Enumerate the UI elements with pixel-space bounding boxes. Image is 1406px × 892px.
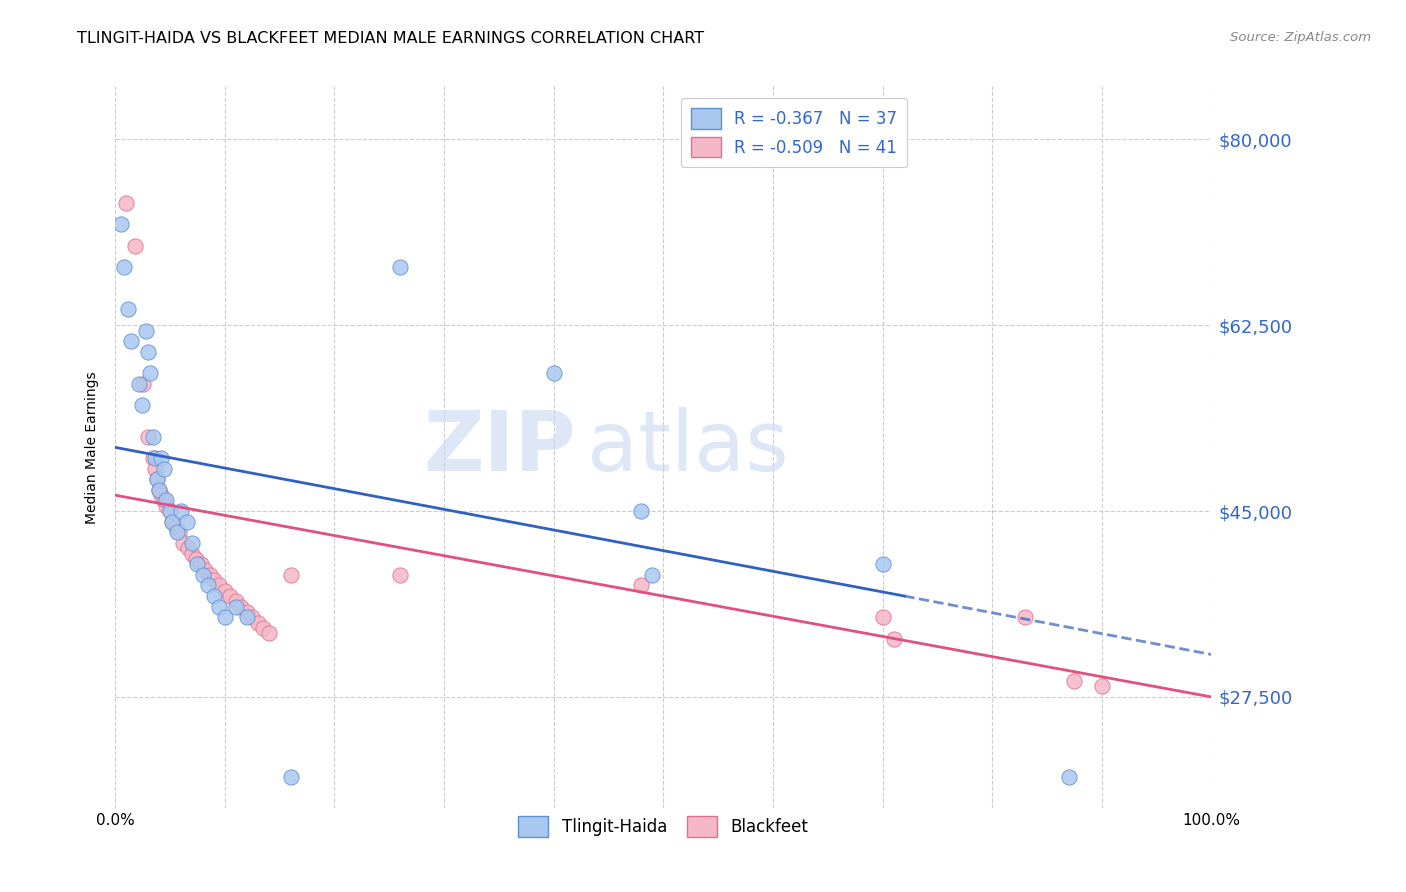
Point <box>112 260 135 274</box>
Point <box>146 472 169 486</box>
Point <box>280 567 302 582</box>
Point <box>198 567 221 582</box>
Point <box>115 196 138 211</box>
Point <box>191 567 214 582</box>
Point <box>214 610 236 624</box>
Point <box>165 520 187 534</box>
Point <box>280 770 302 784</box>
Point <box>155 493 177 508</box>
Point <box>236 605 259 619</box>
Point <box>172 536 194 550</box>
Point <box>389 567 412 582</box>
Text: TLINGIT-HAIDA VS BLACKFEET MEDIAN MALE EARNINGS CORRELATION CHART: TLINGIT-HAIDA VS BLACKFEET MEDIAN MALE E… <box>77 31 704 46</box>
Point <box>136 430 159 444</box>
Point <box>208 578 231 592</box>
Point <box>131 376 153 391</box>
Point <box>176 515 198 529</box>
Point <box>162 515 184 529</box>
Point <box>176 541 198 556</box>
Point <box>120 334 142 349</box>
Point <box>1014 610 1036 624</box>
Point <box>135 324 157 338</box>
Point <box>257 626 280 640</box>
Point <box>225 599 247 614</box>
Point <box>194 562 217 576</box>
Point <box>202 589 225 603</box>
Point <box>190 558 212 572</box>
Point <box>143 461 166 475</box>
Point <box>208 599 231 614</box>
Text: ZIP: ZIP <box>423 407 575 488</box>
Point <box>148 483 170 497</box>
Point <box>141 450 163 465</box>
Point <box>152 461 174 475</box>
Point <box>117 302 139 317</box>
Point <box>124 238 146 252</box>
Point <box>389 260 412 274</box>
Point <box>252 621 274 635</box>
Point <box>150 488 173 502</box>
Y-axis label: Median Male Earnings: Median Male Earnings <box>86 371 100 524</box>
Point <box>872 610 894 624</box>
Point <box>246 615 269 630</box>
Point <box>166 525 188 540</box>
Point <box>159 504 181 518</box>
Point <box>162 515 184 529</box>
Point <box>155 499 177 513</box>
Text: atlas: atlas <box>586 407 789 488</box>
Point <box>630 504 652 518</box>
Point <box>641 567 664 582</box>
Text: Source: ZipAtlas.com: Source: ZipAtlas.com <box>1230 31 1371 45</box>
Point <box>146 472 169 486</box>
Point <box>141 430 163 444</box>
Point <box>882 632 904 646</box>
Point <box>128 376 150 391</box>
Point <box>240 610 263 624</box>
Point <box>131 398 153 412</box>
Point <box>1063 673 1085 688</box>
Point <box>150 450 173 465</box>
Point <box>186 552 208 566</box>
Point <box>181 547 204 561</box>
Point <box>136 344 159 359</box>
Point <box>236 610 259 624</box>
Point <box>186 558 208 572</box>
Point <box>231 599 253 614</box>
Point <box>197 578 219 592</box>
Point <box>543 366 565 380</box>
Point <box>181 536 204 550</box>
Point <box>630 578 652 592</box>
Point <box>225 594 247 608</box>
Point <box>872 558 894 572</box>
Point <box>159 504 181 518</box>
Point <box>214 583 236 598</box>
Point <box>1057 770 1080 784</box>
Point <box>219 589 242 603</box>
Point <box>139 366 162 380</box>
Point <box>110 218 132 232</box>
Point <box>202 573 225 587</box>
Point <box>170 504 193 518</box>
Point <box>148 483 170 497</box>
Point <box>152 493 174 508</box>
Point <box>1091 679 1114 693</box>
Legend: Tlingit-Haida, Blackfeet: Tlingit-Haida, Blackfeet <box>512 810 815 844</box>
Point <box>143 450 166 465</box>
Point <box>167 525 190 540</box>
